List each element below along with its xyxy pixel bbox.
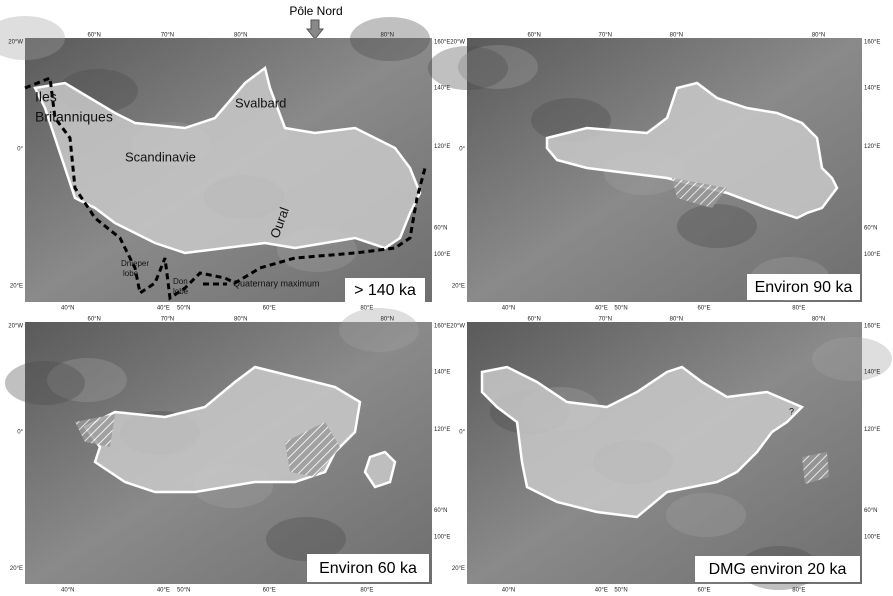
graticule-label: 50°N — [177, 306, 190, 312]
graticule-label: 0° — [459, 146, 465, 152]
relief — [5, 361, 85, 405]
graticule-label: 40°N — [61, 306, 74, 312]
map-panel: Environ 60 ka — [5, 308, 432, 584]
graticule-label: 100°E — [864, 252, 880, 258]
graticule-label: 40°N — [61, 588, 74, 594]
annotation: lobe — [173, 287, 189, 296]
graticule-label: 20°E — [452, 566, 465, 572]
annotation: Dnieper — [121, 259, 149, 268]
relief — [428, 46, 508, 90]
graticule-label: 160°E — [434, 40, 450, 46]
graticule-label: 70°N — [161, 317, 174, 323]
graticule-label: 50°N — [614, 306, 627, 312]
graticule-label: 120°E — [434, 144, 450, 150]
graticule-label: 70°N — [161, 33, 174, 39]
graticule-label: 20°W — [8, 40, 23, 46]
graticule-label: 140°E — [864, 86, 880, 92]
relief — [677, 204, 757, 248]
graticule-label: 0° — [17, 430, 23, 436]
age-label: Environ 60 ka — [319, 560, 417, 577]
graticule-label: 100°E — [434, 252, 450, 258]
graticule-label: 70°N — [599, 317, 612, 323]
graticule-label: 80°N — [670, 317, 683, 323]
graticule-label: 160°E — [434, 324, 450, 330]
graticule-label: 40°E — [157, 588, 170, 594]
annotation: lobe — [123, 269, 139, 278]
graticule-label: 20°E — [10, 284, 23, 290]
graticule-label: 100°E — [434, 534, 450, 540]
age-label: DMG environ 20 ka — [709, 561, 847, 578]
graticule-label: 60°N — [434, 508, 447, 514]
annotation: Iles — [35, 89, 57, 105]
graticule-label: 120°E — [864, 144, 880, 150]
graticule-label: 60°N — [864, 508, 877, 514]
graticule-label: 120°E — [434, 427, 450, 433]
map-panel: ? DMG environ 20 ka — [467, 322, 892, 590]
graticule-label: 80°E — [792, 306, 805, 312]
graticule-label: 60°E — [697, 306, 710, 312]
graticule-label: 0° — [17, 146, 23, 152]
graticule-label: 60°E — [697, 588, 710, 594]
graticule-label: 140°E — [434, 369, 450, 375]
graticule-label: 20°E — [10, 566, 23, 572]
graticule-label: 60°N — [527, 317, 540, 323]
graticule-label: 100°E — [864, 534, 880, 540]
map-panel: Environ 90 ka — [428, 38, 862, 302]
graticule-label: 160°E — [864, 324, 880, 330]
graticule-label: 60°E — [263, 306, 276, 312]
graticule-label: 80°N — [234, 317, 247, 323]
graticule-label: 80°E — [792, 588, 805, 594]
graticule-label: 40°E — [595, 306, 608, 312]
graticule-label: 80°E — [360, 588, 373, 594]
graticule-label: 50°N — [614, 588, 627, 594]
graticule-label: 140°E — [864, 369, 880, 375]
age-label: > 140 ka — [354, 282, 416, 299]
graticule-label: 80°N — [381, 33, 394, 39]
annotation: Quaternary maximum — [233, 278, 320, 288]
graticule-label: 80°N — [812, 33, 825, 39]
graticule-label: 80°N — [812, 317, 825, 323]
relief — [350, 17, 430, 61]
annotation: Britanniques — [35, 109, 113, 125]
graticule-label: 80°N — [670, 33, 683, 39]
annotation: Scandinavie — [125, 149, 196, 164]
map-panel: IlesBritanniquesSvalbardScandinavieOural… — [0, 16, 432, 302]
graticule-label: 20°E — [452, 284, 465, 290]
graticule-label: 40°E — [157, 306, 170, 312]
graticule-label: 40°N — [502, 588, 515, 594]
relief — [666, 493, 746, 537]
annotation: ? — [789, 406, 794, 416]
annotation: Svalbard — [235, 95, 286, 110]
age-label: Environ 90 ka — [755, 279, 853, 296]
graticule-label: 50°N — [177, 588, 190, 594]
graticule-label: 80°N — [381, 317, 394, 323]
graticule-label: 70°N — [599, 33, 612, 39]
relief — [339, 308, 419, 352]
graticule-label: 0° — [459, 430, 465, 436]
annotation: Don — [173, 277, 188, 286]
graticule-label: 60°N — [434, 226, 447, 232]
graticule-label: 60°N — [87, 317, 100, 323]
graticule-label: 60°E — [263, 588, 276, 594]
graticule-label: 40°N — [502, 306, 515, 312]
graticule-label: 20°W — [8, 324, 23, 330]
graticule-label: 20°W — [450, 324, 465, 330]
graticule-label: 60°N — [87, 33, 100, 39]
graticule-label: 20°W — [450, 40, 465, 46]
pole-arrow — [307, 20, 323, 39]
figure: Pôle Nord Iles Britanniques Svalbard Scandi… — [0, 0, 893, 596]
graticule-label: 120°E — [864, 427, 880, 433]
pole-label: Pôle Nord — [289, 4, 342, 18]
graticule-label: 60°N — [527, 33, 540, 39]
graticule-label: 160°E — [864, 40, 880, 46]
graticule-label: 60°N — [864, 226, 877, 232]
graticule-label: 80°N — [234, 33, 247, 39]
graticule-label: 40°E — [595, 588, 608, 594]
